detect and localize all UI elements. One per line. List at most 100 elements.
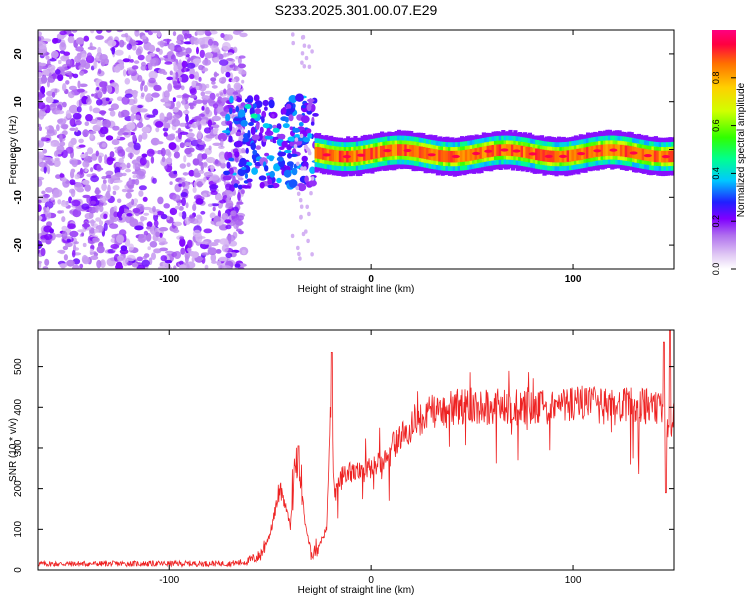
spectrogram-cell xyxy=(90,167,94,173)
spectrogram-cell xyxy=(212,103,219,109)
figure-title: S233.2025.301.00.07.E29 xyxy=(275,2,438,18)
spectrogram-cell xyxy=(225,252,233,259)
spectrogram-cell xyxy=(285,103,292,110)
spectrogram-cell xyxy=(90,255,99,260)
spectrogram-cell xyxy=(84,168,88,172)
spectrogram-cell xyxy=(141,153,148,158)
spectrogram-cell xyxy=(573,149,579,161)
spectrogram-cell xyxy=(113,65,121,73)
spectrogram-cell xyxy=(181,211,187,220)
spectrogram-cell xyxy=(225,113,231,122)
spectrogram-cell xyxy=(101,142,107,148)
spectrogram-cell xyxy=(38,140,45,148)
spectrogram-cell xyxy=(87,46,97,51)
snr-series-line xyxy=(38,330,674,569)
spectrogram-cell xyxy=(125,189,134,193)
spectrogram-cell xyxy=(307,211,311,217)
spectrogram-cell xyxy=(156,141,164,145)
spectrogram-cell xyxy=(234,151,240,158)
spectrogram-cell xyxy=(138,185,147,191)
spectrogram-cell xyxy=(161,156,166,163)
spectrogram-cell xyxy=(69,127,76,131)
spectrogram-cell xyxy=(163,103,171,107)
spectrogram-cell xyxy=(204,52,214,59)
spectrogram-cell xyxy=(357,153,365,157)
spectrogram-cell xyxy=(150,156,155,164)
spectrogram-cell xyxy=(389,144,394,157)
spectrogram-cell xyxy=(535,148,540,161)
snr-plot-area xyxy=(38,330,674,569)
spectrogram-cell xyxy=(173,170,178,175)
spectrogram-cell xyxy=(58,59,62,65)
spectrogram-cell xyxy=(188,102,194,107)
spectrogram-cell xyxy=(228,135,233,143)
spectrogram-cell xyxy=(176,94,183,99)
spectrogram-cell xyxy=(121,96,130,105)
spectrogram-cell xyxy=(105,30,112,33)
spectrogram-ytick-label: -20 xyxy=(13,237,24,252)
spectrogram-cell xyxy=(622,145,627,157)
spectrogram-cell xyxy=(235,56,239,60)
spectrogram-cell xyxy=(142,196,148,202)
spectrogram-cell xyxy=(636,147,641,160)
spectrogram-cell xyxy=(157,30,161,38)
spectrogram-cell xyxy=(264,135,274,140)
spectrogram-cell xyxy=(155,127,160,133)
spectrogram-cell xyxy=(262,123,270,129)
spectrogram-cell xyxy=(122,132,129,136)
spectrogram-cell xyxy=(55,233,64,238)
spectrogram-cell xyxy=(89,105,93,112)
spectrogram-cell xyxy=(146,148,155,157)
spectrogram-cell xyxy=(201,106,205,111)
spectrogram-cell xyxy=(264,152,270,157)
spectrogram-cell xyxy=(241,166,247,170)
spectrogram-cell xyxy=(109,151,115,158)
spectrogram-cell xyxy=(193,115,202,123)
spectrogram-cell xyxy=(69,210,73,214)
spectrogram-cell xyxy=(159,232,163,238)
spectrogram-cell xyxy=(100,126,109,135)
spectrogram-cell xyxy=(148,70,158,80)
spectrogram-cell xyxy=(225,203,234,210)
spectrogram-cell xyxy=(189,214,195,219)
spectrogram-cell xyxy=(84,62,91,70)
spectrogram-cell xyxy=(238,266,245,269)
spectrogram-cell xyxy=(88,206,97,214)
spectrogram-cell xyxy=(191,122,198,129)
spectrogram-cell xyxy=(438,150,443,162)
spectrogram-cell xyxy=(210,190,218,195)
spectrogram-cell xyxy=(82,129,89,138)
spectrogram-cell xyxy=(169,70,173,76)
spectrogram-cell xyxy=(47,165,51,175)
spectrogram-cell xyxy=(127,69,132,75)
spectrogram-cell xyxy=(111,46,115,55)
spectrogram-cell xyxy=(197,37,206,45)
spectrogram-cell xyxy=(639,148,644,160)
spectrogram-cell xyxy=(178,206,184,211)
spectrogram-cell xyxy=(266,127,271,134)
spectrogram-cell xyxy=(44,201,54,209)
spectrogram-cell xyxy=(138,190,144,197)
spectrogram-cell xyxy=(451,154,460,159)
spectrogram-cell xyxy=(207,247,217,256)
spectrogram-cell xyxy=(81,179,90,185)
colorbar-label: Normalized spectral amplitude xyxy=(736,82,747,217)
spectrogram-cell xyxy=(247,130,251,139)
spectrogram-cell xyxy=(195,198,204,205)
spectrogram-cell xyxy=(211,85,218,89)
spectrogram-cell xyxy=(169,133,175,137)
spectrogram-cell xyxy=(193,181,197,188)
spectrogram-cell xyxy=(163,203,170,209)
spectrogram-cell xyxy=(105,97,110,102)
spectrogram-cell xyxy=(43,225,53,233)
spectrogram-cell xyxy=(472,151,481,156)
spectrogram-cell xyxy=(307,44,311,49)
spectrogram-cell xyxy=(201,252,210,256)
spectrogram-cell xyxy=(124,78,131,85)
spectrogram-cell xyxy=(116,96,123,101)
spectrogram-cell xyxy=(234,155,239,163)
spectrogram-cell xyxy=(219,238,229,245)
spectrogram-cell xyxy=(57,249,66,254)
spectrogram-cell xyxy=(286,161,294,167)
